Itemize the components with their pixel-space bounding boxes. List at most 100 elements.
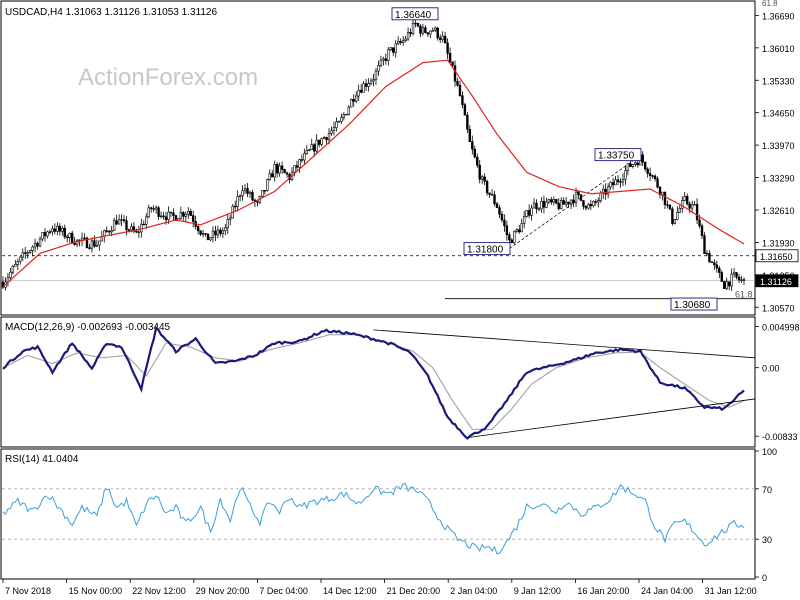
candle-body (441, 35, 444, 40)
candle-body (51, 228, 54, 233)
candle-body (438, 37, 442, 40)
time-axis: 7 Nov 2018 15 Nov 00:00 22 Nov 12:00 29 Nov… (2, 579, 757, 596)
candle-body (735, 272, 738, 278)
rsi-tick-label: 30 (762, 535, 772, 545)
candle-body (268, 173, 271, 181)
candle-body (646, 168, 649, 174)
candle-body (456, 81, 459, 86)
candle-body (293, 165, 296, 173)
candle-body (513, 230, 516, 244)
candle-body (416, 23, 420, 27)
candle-body (466, 114, 469, 130)
candle-body (710, 261, 714, 263)
candle-body (66, 236, 69, 239)
candle-body (453, 65, 457, 82)
candle-body (137, 231, 141, 234)
candle-body (616, 179, 620, 182)
candle-body (322, 137, 326, 139)
candle-body (236, 196, 239, 207)
candle-body (248, 191, 252, 194)
time-tick-label: 16 Jan 20:00 (577, 586, 629, 596)
candle-body (389, 47, 392, 51)
candle-body (201, 233, 205, 235)
candle-body (46, 231, 49, 237)
candle-body (693, 204, 696, 206)
price-annotations: 1.36640 1.33750 1.31800 1.30680 61.8 (391, 7, 753, 311)
candle-body (196, 226, 200, 232)
candle-body (135, 230, 138, 233)
macd-series (2, 325, 756, 440)
candle-body (211, 230, 215, 238)
candle-body (246, 188, 249, 194)
candle-body (164, 216, 168, 220)
candle-body (671, 208, 674, 224)
candle-body (567, 201, 570, 205)
candle-body (152, 208, 155, 210)
time-tick-label: 21 Dec 20:00 (387, 586, 441, 596)
candle-body (527, 210, 531, 216)
candle-body (16, 261, 20, 265)
candle-body (740, 279, 743, 281)
price-tick-label: 1.36010 (762, 44, 795, 54)
candle-body (520, 223, 523, 233)
resistance-price-tag-box (755, 249, 799, 263)
candle-body (493, 194, 496, 205)
candle-body (145, 216, 148, 225)
candle-body (9, 271, 12, 278)
candle-body (446, 42, 449, 54)
candle-body (157, 207, 160, 217)
swing-high-label-box (594, 148, 642, 162)
price-tick-label: 1.33970 (762, 141, 795, 151)
candle-body (695, 204, 699, 221)
candle-body (127, 229, 131, 231)
macd-trendline (373, 329, 756, 359)
candle-body (70, 232, 74, 244)
candle-body (718, 267, 721, 273)
candle-body (63, 227, 66, 238)
candle-body (300, 159, 304, 161)
corner-fib-label: 61.8 (762, 0, 778, 8)
candle-body (19, 256, 22, 262)
candle-body (503, 219, 506, 227)
candle-body (285, 172, 289, 175)
candle-body (112, 220, 116, 231)
time-tick-label: 14 Dec 12:00 (323, 586, 377, 596)
fib-61-8-label: 61.8 (735, 290, 753, 300)
candle-body (229, 217, 232, 220)
swing-low-label: 1.31800 (467, 245, 504, 256)
candle-body (189, 210, 192, 216)
candle-body (688, 203, 691, 209)
candle-body (266, 179, 269, 191)
candle-body (162, 215, 165, 218)
candle-body (510, 239, 514, 244)
candle-body (708, 252, 711, 263)
candle-body (125, 220, 128, 231)
candle-body (515, 229, 518, 232)
candle-body (295, 165, 299, 168)
candle-body (33, 242, 37, 248)
price-tick-label: 1.31930 (762, 238, 795, 248)
candle-body (572, 199, 575, 204)
candle-body (685, 196, 689, 205)
time-tick-label: 15 Nov 00:00 (69, 586, 123, 596)
candle-body (535, 202, 538, 210)
candle-body (379, 59, 383, 66)
macd-tick-label: -0.00833 (762, 432, 798, 442)
time-tick-label: 22 Nov 12:00 (132, 586, 186, 596)
candle-body (11, 265, 15, 273)
candle-body (278, 165, 281, 174)
candle-body (626, 163, 630, 171)
candle-body (587, 204, 590, 209)
candle-body (619, 181, 622, 183)
candle-body (676, 211, 679, 220)
candle-body (147, 207, 150, 218)
price-tick-label: 1.33290 (762, 174, 795, 184)
candle-body (436, 27, 439, 39)
candle-body (404, 38, 407, 42)
candle-body (313, 144, 316, 152)
candle-body (98, 240, 101, 246)
watermark: ActionForex.com (78, 64, 258, 91)
candle-body (471, 141, 474, 150)
candle-body (399, 40, 402, 43)
